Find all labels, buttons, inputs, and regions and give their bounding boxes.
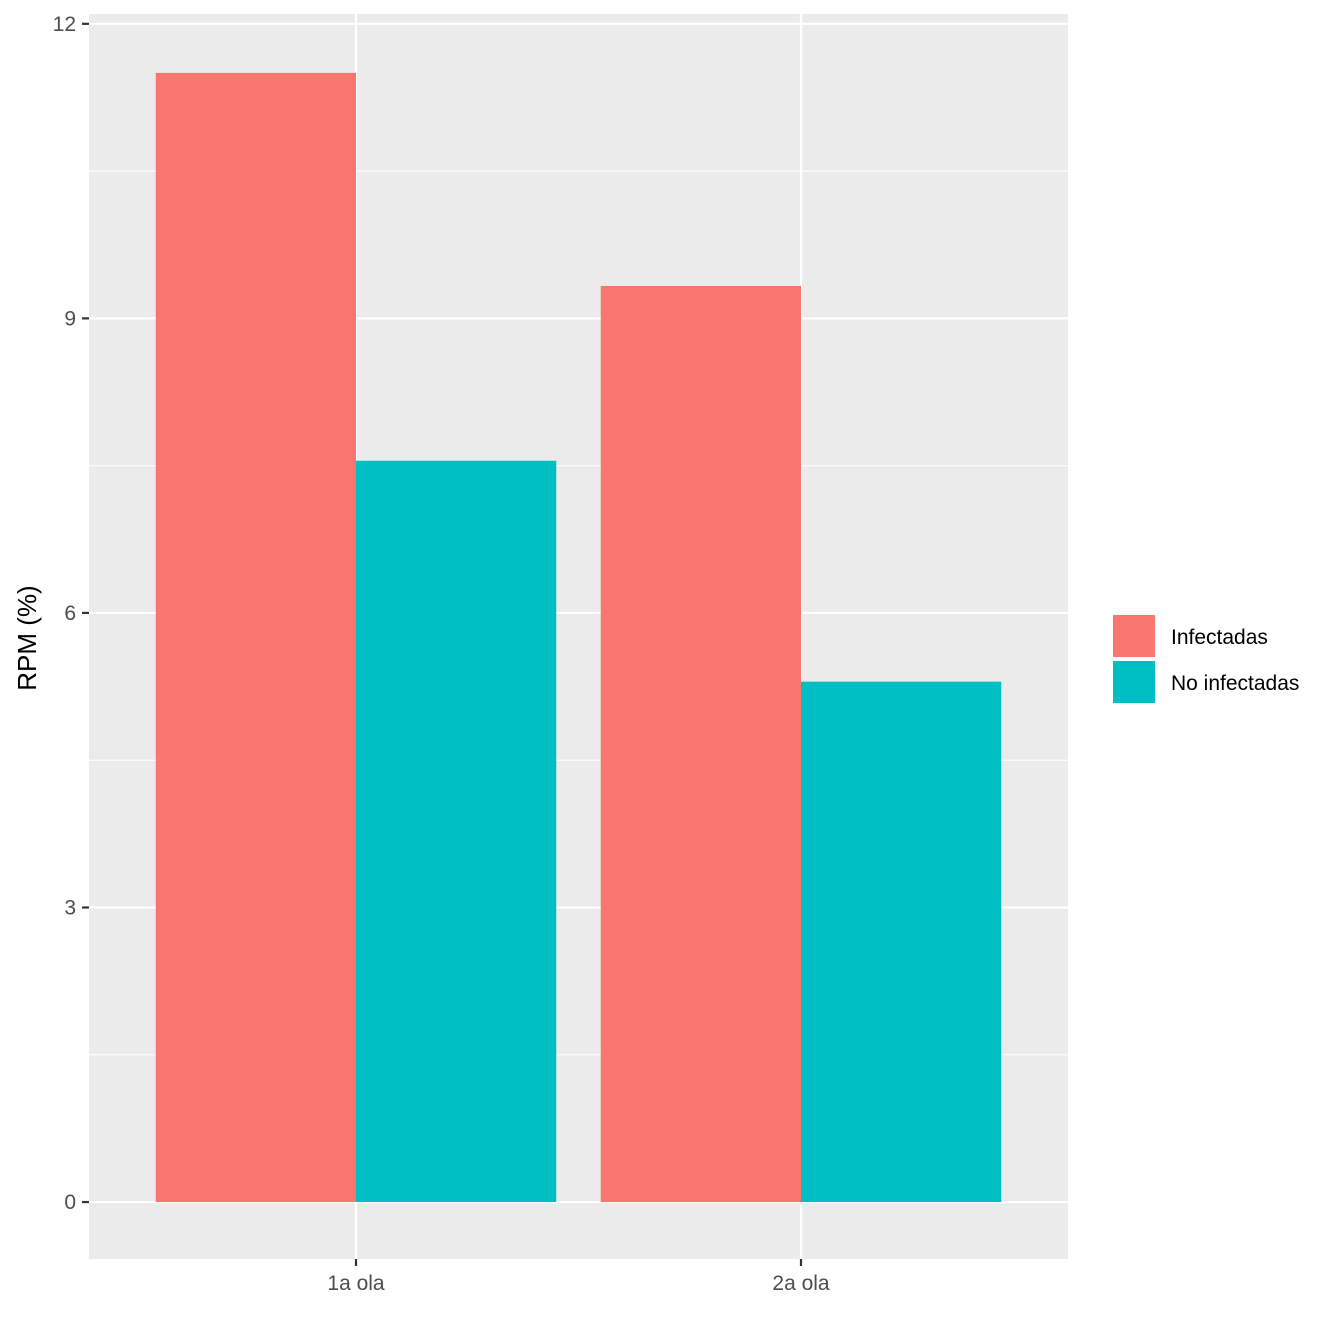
bar [155,72,356,1203]
x-tick-label: 2a ola [772,1272,830,1295]
legend-key [1111,659,1157,705]
y-tick-label: 12 [53,13,76,36]
bar [600,285,801,1203]
legend-label: No infectadas [1171,672,1299,695]
x-tick-label: 1a ola [327,1272,385,1295]
bar [801,681,1002,1203]
legend: Infectadas No infectadas [1111,613,1299,705]
legend-label: Infectadas [1171,626,1268,649]
y-tick-label: 3 [64,896,76,919]
y-tick-label: 9 [64,307,76,330]
bar [356,460,557,1203]
bars [155,72,1002,1203]
legend-key [1111,613,1157,659]
axes: 0 3 6 9 12 1a ola 2a ola [53,13,830,1295]
y-tick-label: 0 [64,1191,76,1214]
y-tick-label: 6 [64,602,76,625]
y-axis-title: RPM (%) [12,585,42,690]
